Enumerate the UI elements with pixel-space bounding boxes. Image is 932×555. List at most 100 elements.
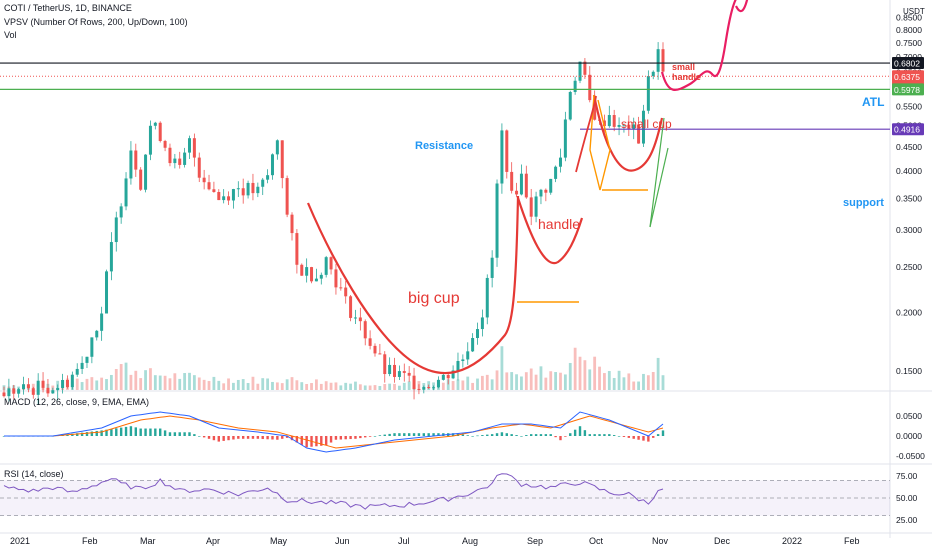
- candle-body: [251, 182, 255, 194]
- candle-body: [270, 154, 274, 176]
- candle-body: [222, 196, 226, 201]
- macd-hist-bar: [403, 433, 406, 436]
- candle-body: [7, 388, 11, 397]
- volume-bar: [261, 378, 265, 390]
- macd-hist-bar: [398, 433, 401, 436]
- price-tick-label: 0.2500: [896, 262, 922, 272]
- candle-body: [168, 147, 172, 164]
- candle-body: [583, 61, 587, 75]
- vpsv-indicator-label[interactable]: VPSV (Number Of Rows, 200, Up/Down, 100): [4, 17, 188, 27]
- macd-hist-bar: [193, 434, 196, 436]
- candle-body: [207, 182, 211, 190]
- macd-tick-label: 0.0500: [896, 411, 922, 421]
- macd-hist-bar: [139, 428, 142, 436]
- macd-hist-bar: [276, 436, 279, 440]
- volume-bar: [578, 356, 582, 390]
- candle-body: [485, 277, 489, 318]
- macd-hist-bar: [207, 436, 211, 439]
- macd-pane-label[interactable]: MACD (12, 26, close, 9, EMA, EMA): [4, 397, 150, 407]
- candle-body: [144, 154, 148, 190]
- candle-body: [373, 345, 377, 354]
- candle-body: [46, 387, 50, 394]
- candle-body: [641, 110, 645, 144]
- time-tick-label: Aug: [462, 536, 478, 546]
- macd-hist-bar: [261, 436, 264, 440]
- candle-body: [563, 119, 567, 158]
- candle-body: [85, 356, 89, 363]
- macd-hist-bar: [608, 434, 611, 436]
- candle-body: [363, 321, 367, 339]
- candle-body: [476, 329, 480, 339]
- macd-hist-bar: [183, 432, 186, 436]
- candle-body: [446, 374, 450, 379]
- candle-body: [153, 122, 157, 126]
- candle-body: [236, 188, 240, 190]
- macd-line: [4, 411, 664, 453]
- volume-bar: [334, 382, 338, 390]
- macd-hist-bar: [622, 436, 626, 437]
- volume-bar: [358, 384, 362, 390]
- volume-bar: [388, 383, 392, 390]
- macd-hist-bar: [359, 436, 362, 439]
- macd-hist-bar: [80, 432, 84, 436]
- candle-body: [602, 120, 606, 127]
- macd-hist-bar: [110, 429, 113, 436]
- volume-bar: [324, 381, 328, 390]
- macd-hist-bar: [344, 436, 347, 440]
- candle-body: [417, 389, 421, 391]
- price-tick-label: 0.8500: [896, 13, 922, 23]
- macd-hist-bar: [593, 434, 596, 436]
- candle-body: [314, 278, 318, 282]
- volume-bar: [315, 379, 318, 390]
- volume-bar: [646, 375, 650, 390]
- volume-bar: [490, 379, 494, 390]
- macd-hist-bar: [539, 434, 543, 436]
- macd-hist-bar: [315, 436, 318, 447]
- macd-hist-bar: [549, 434, 552, 436]
- volume-bar: [119, 364, 123, 390]
- volume-bar: [593, 356, 597, 390]
- candle-body: [187, 138, 191, 153]
- macd-hist-bar: [393, 433, 396, 436]
- macd-hist-bar: [324, 436, 328, 446]
- macd-hist-bar: [564, 436, 567, 437]
- volume-bar: [544, 377, 548, 390]
- macd-hist-bar: [285, 436, 289, 438]
- candle-body: [490, 257, 494, 278]
- macd-hist-bar: [76, 433, 79, 436]
- volume-bar: [363, 385, 367, 390]
- volume-bar: [471, 382, 475, 390]
- candle-body: [12, 388, 16, 394]
- price-badge: [892, 70, 924, 83]
- volume-bar: [202, 379, 206, 390]
- candle-body: [290, 214, 294, 234]
- resistance-label: Resistance: [415, 140, 473, 152]
- candle-body: [139, 169, 143, 190]
- volume-bar: [192, 375, 196, 390]
- volume-bar: [149, 368, 152, 390]
- volume-bar: [495, 370, 499, 390]
- volume-bar: [476, 378, 479, 390]
- macd-hist-bar: [407, 433, 411, 436]
- rsi-pane-label[interactable]: RSI (14, close): [4, 469, 64, 479]
- macd-hist-bar: [95, 430, 98, 436]
- forecast-guide: [663, 11, 770, 58]
- volume-bar: [607, 371, 611, 390]
- macd-hist-bar: [500, 432, 504, 436]
- candle-body: [17, 389, 21, 394]
- volume-bar: [451, 381, 455, 390]
- candle-body: [36, 380, 40, 395]
- candle-body: [402, 371, 406, 373]
- macd-hist-bar: [198, 436, 201, 437]
- volume-indicator-label[interactable]: Vol: [4, 30, 17, 40]
- macd-hist-bar: [583, 430, 587, 436]
- volume-bar: [368, 385, 372, 390]
- volume-bar: [95, 380, 99, 390]
- time-tick-label: Sep: [527, 536, 543, 546]
- candle-body: [31, 388, 35, 395]
- macd-hist-bar: [432, 433, 435, 436]
- volume-bar: [598, 366, 601, 390]
- candle-body: [41, 380, 45, 388]
- volume-bar: [163, 375, 167, 390]
